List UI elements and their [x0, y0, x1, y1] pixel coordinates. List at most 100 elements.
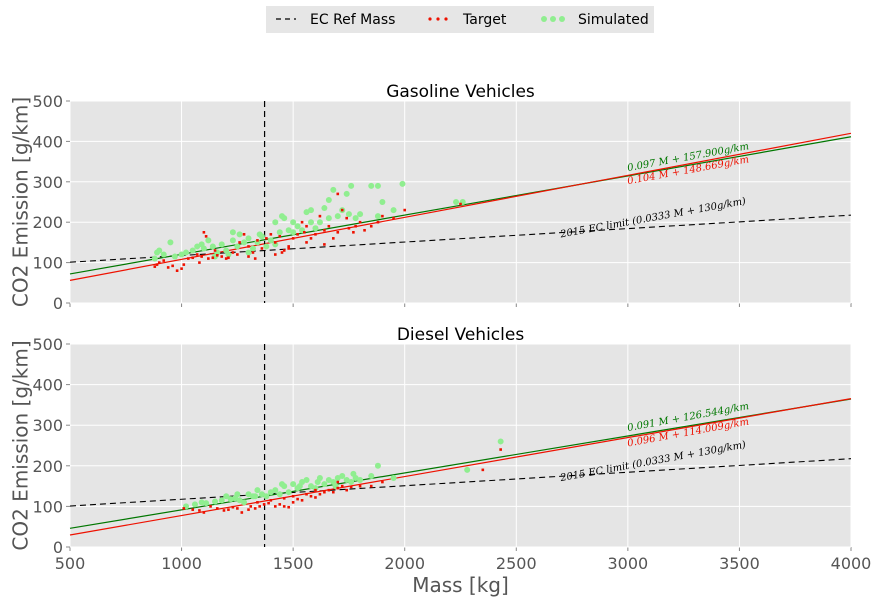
target-point — [327, 224, 331, 228]
legend-ref-mass-label: EC Ref Mass — [310, 12, 395, 28]
legend-simulated-swatch — [541, 16, 547, 22]
simulated-point — [348, 182, 355, 189]
target-point — [202, 231, 206, 234]
target-point — [363, 228, 366, 232]
simulated-point — [249, 245, 256, 252]
target-point — [287, 247, 290, 250]
simulated-point — [205, 237, 212, 244]
target-point — [273, 505, 277, 508]
simulated-point — [223, 493, 230, 500]
target-point — [260, 247, 264, 250]
target-point — [314, 488, 317, 492]
target-point — [309, 494, 313, 498]
target-point — [349, 485, 353, 489]
y-tick-label: 0 — [53, 294, 63, 313]
target-point — [282, 496, 286, 500]
target-point — [340, 484, 344, 488]
simulated-point — [374, 213, 381, 220]
simulated-point — [276, 229, 283, 236]
target-point — [499, 448, 502, 451]
simulated-point — [368, 182, 375, 189]
simulated-point — [303, 209, 310, 216]
simulated-point — [303, 477, 310, 484]
simulated-point — [245, 491, 252, 498]
target-point — [251, 251, 255, 254]
target-point — [238, 241, 241, 244]
simulated-point — [241, 499, 248, 506]
legend-simulated-label: Simulated — [578, 12, 649, 28]
target-point — [171, 264, 174, 268]
ec-limit-line — [69, 214, 852, 263]
target-point — [309, 237, 313, 240]
target-point — [247, 245, 250, 248]
target-point — [215, 254, 219, 257]
target-point — [198, 509, 201, 512]
target-point — [287, 245, 290, 248]
panel-title: Diesel Vehicles — [397, 325, 525, 345]
target-point — [381, 214, 384, 218]
target-point — [191, 508, 195, 511]
target-point — [222, 509, 226, 512]
simulated-point — [290, 229, 297, 236]
target-point — [231, 505, 235, 509]
target-point — [291, 494, 295, 498]
simulated-point — [160, 251, 167, 258]
simulated-point — [374, 462, 381, 469]
target-point — [236, 507, 239, 510]
simulated-point — [151, 255, 158, 262]
target-point — [231, 251, 235, 254]
target-point — [340, 208, 344, 212]
target-point — [347, 226, 351, 230]
simulated-point — [278, 481, 285, 488]
simulated-point — [390, 474, 397, 481]
target-point — [332, 237, 335, 240]
simulated-point — [245, 235, 252, 242]
target-point — [215, 507, 219, 510]
target-point — [282, 249, 286, 252]
target-point — [202, 511, 206, 514]
legend-target-label: Target — [462, 12, 507, 28]
simulated-point — [334, 213, 341, 220]
simulated-point — [325, 196, 332, 203]
simulated-point — [281, 215, 288, 222]
target-point — [162, 259, 166, 262]
target-point — [278, 235, 282, 238]
target-point — [305, 241, 308, 244]
target-point — [369, 484, 373, 488]
simulated-point — [183, 249, 190, 256]
target-point — [336, 486, 340, 490]
target-point — [227, 256, 230, 260]
legend-target-swatch — [428, 17, 432, 21]
simulated-point — [343, 190, 350, 197]
target-point — [345, 488, 348, 492]
simulated-point — [497, 438, 504, 445]
target-point — [291, 237, 295, 240]
target-point — [269, 499, 273, 502]
fit-line-simulated — [69, 398, 852, 529]
simulated-point — [218, 241, 225, 248]
simulated-point — [212, 498, 219, 505]
points — [151, 180, 466, 272]
y-tick-label: 500 — [32, 92, 63, 111]
simulated-point — [285, 227, 292, 234]
target-point — [481, 468, 485, 472]
y-tick-label: 300 — [32, 416, 63, 435]
target-point — [318, 214, 322, 218]
target-point — [345, 216, 348, 220]
simulated-point — [234, 243, 241, 250]
x-tick-label: 2000 — [384, 554, 425, 573]
x-tick-label: 1500 — [273, 554, 314, 573]
simulated-point — [254, 487, 261, 494]
legend: EC Ref Mass Target Simulated — [266, 6, 654, 33]
y-tick-label: 300 — [32, 173, 63, 192]
target-point — [300, 499, 304, 502]
target-point — [253, 257, 257, 260]
simulated-point — [252, 493, 259, 500]
simulated-point — [198, 499, 205, 506]
lines — [69, 101, 852, 303]
points — [182, 438, 504, 514]
y-tick-label: 100 — [32, 497, 63, 516]
simulated-point — [267, 237, 274, 244]
simulated-point — [267, 489, 274, 496]
x-tick-label: 4000 — [831, 554, 872, 573]
